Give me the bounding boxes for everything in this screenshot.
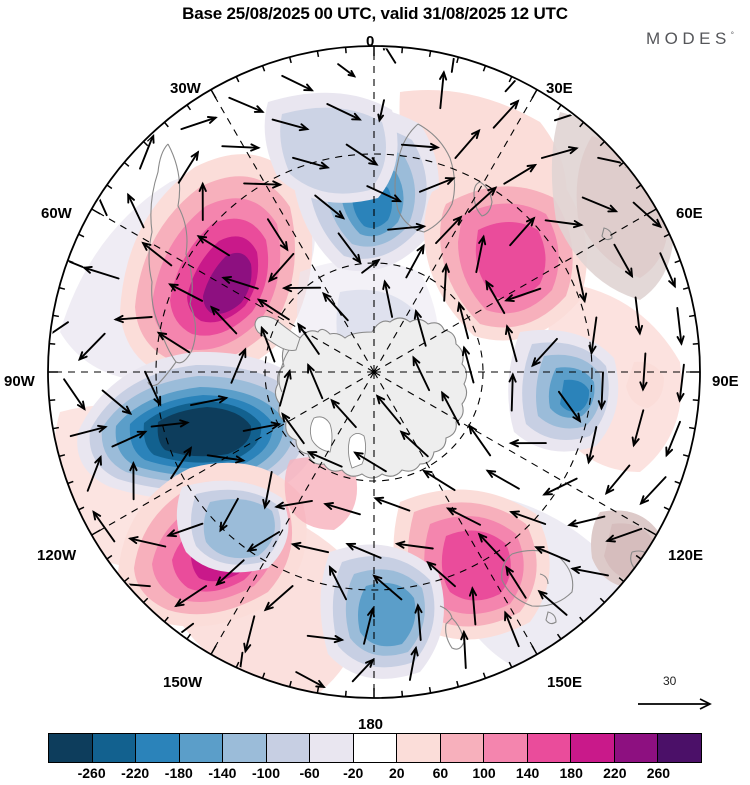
colorbar-tick-60: 60: [433, 765, 449, 781]
colorbar-band-6: [310, 734, 354, 762]
lon-label-60e: 60E: [676, 205, 703, 222]
colorbar-band-0: [49, 734, 93, 762]
colorbar-tick-labels: -260 -220 -180 -140 -100 -60 -20 20 60 100 140 180 2…: [48, 765, 702, 785]
colorbar-tick--100: -100: [252, 765, 280, 781]
anomaly-negative-tasman: [320, 544, 444, 678]
lon-label-150e: 150E: [547, 674, 582, 691]
colorbar-band-8: [397, 734, 441, 762]
colorbar-band-5: [267, 734, 311, 762]
colorbar-band-12: [571, 734, 615, 762]
lon-label-90w: 90W: [4, 373, 35, 390]
colorbar-tick-260: 260: [647, 765, 670, 781]
wind-vector: [512, 375, 513, 411]
colorbar-tick--60: -60: [299, 765, 319, 781]
wind-vector-head: [49, 253, 57, 259]
colorbar-tick-100: 100: [472, 765, 495, 781]
colorbar-band-11: [528, 734, 572, 762]
colorbar-tick-140: 140: [516, 765, 539, 781]
map-svg: [0, 32, 750, 704]
wind-vector-head: [235, 681, 241, 688]
colorbar-tick-220: 220: [603, 765, 626, 781]
colorbar-band-1: [93, 734, 137, 762]
colorbar-band-9: [441, 734, 485, 762]
wind-vector-head: [453, 36, 459, 43]
vector-scale-arrow: [630, 676, 740, 716]
lon-label-120w: 120W: [37, 547, 76, 564]
colorbar-tick--260: -260: [78, 765, 106, 781]
vector-scale-label: 30: [663, 674, 676, 688]
colorbar-band-10: [484, 734, 528, 762]
colorbar-tick-20: 20: [389, 765, 405, 781]
colorbar-band-14: [658, 734, 701, 762]
colorbar-swatches: [48, 733, 702, 763]
colorbar-band-3: [180, 734, 224, 762]
polar-stereographic-map: [0, 32, 750, 704]
colorbar-tick--20: -20: [343, 765, 363, 781]
lon-label-60w: 60W: [41, 205, 72, 222]
lon-label-150w: 150W: [163, 674, 202, 691]
wind-vector-head: [582, 108, 590, 114]
lon-label-30w: 30W: [170, 80, 201, 97]
lon-label-0: 0: [366, 33, 374, 50]
colorbar-band-13: [615, 734, 659, 762]
colorbar-tick--220: -220: [121, 765, 149, 781]
wind-vector-head: [92, 182, 98, 190]
wind-vector: [244, 183, 280, 184]
vector-scale-legend: 30: [630, 676, 740, 716]
page-title: Base 25/08/2025 00 UTC, valid 31/08/2025…: [0, 0, 750, 24]
colorbar-band-7: [354, 734, 398, 762]
colorbar-tick--180: -180: [165, 765, 193, 781]
colorbar-band-2: [136, 734, 180, 762]
lon-label-30e: 30E: [546, 80, 573, 97]
lon-label-120e: 120E: [668, 547, 703, 564]
colorbar-tick-180: 180: [560, 765, 583, 781]
colorbar-tick--140: -140: [208, 765, 236, 781]
lon-label-90e: 90E: [712, 373, 739, 390]
wind-vector-head: [164, 639, 172, 646]
colorbar-band-4: [223, 734, 267, 762]
wind-vector-head: [523, 65, 530, 72]
wind-vector-head: [114, 581, 121, 587]
lon-label-180: 180: [358, 716, 383, 733]
wind-vector-head: [38, 336, 46, 343]
